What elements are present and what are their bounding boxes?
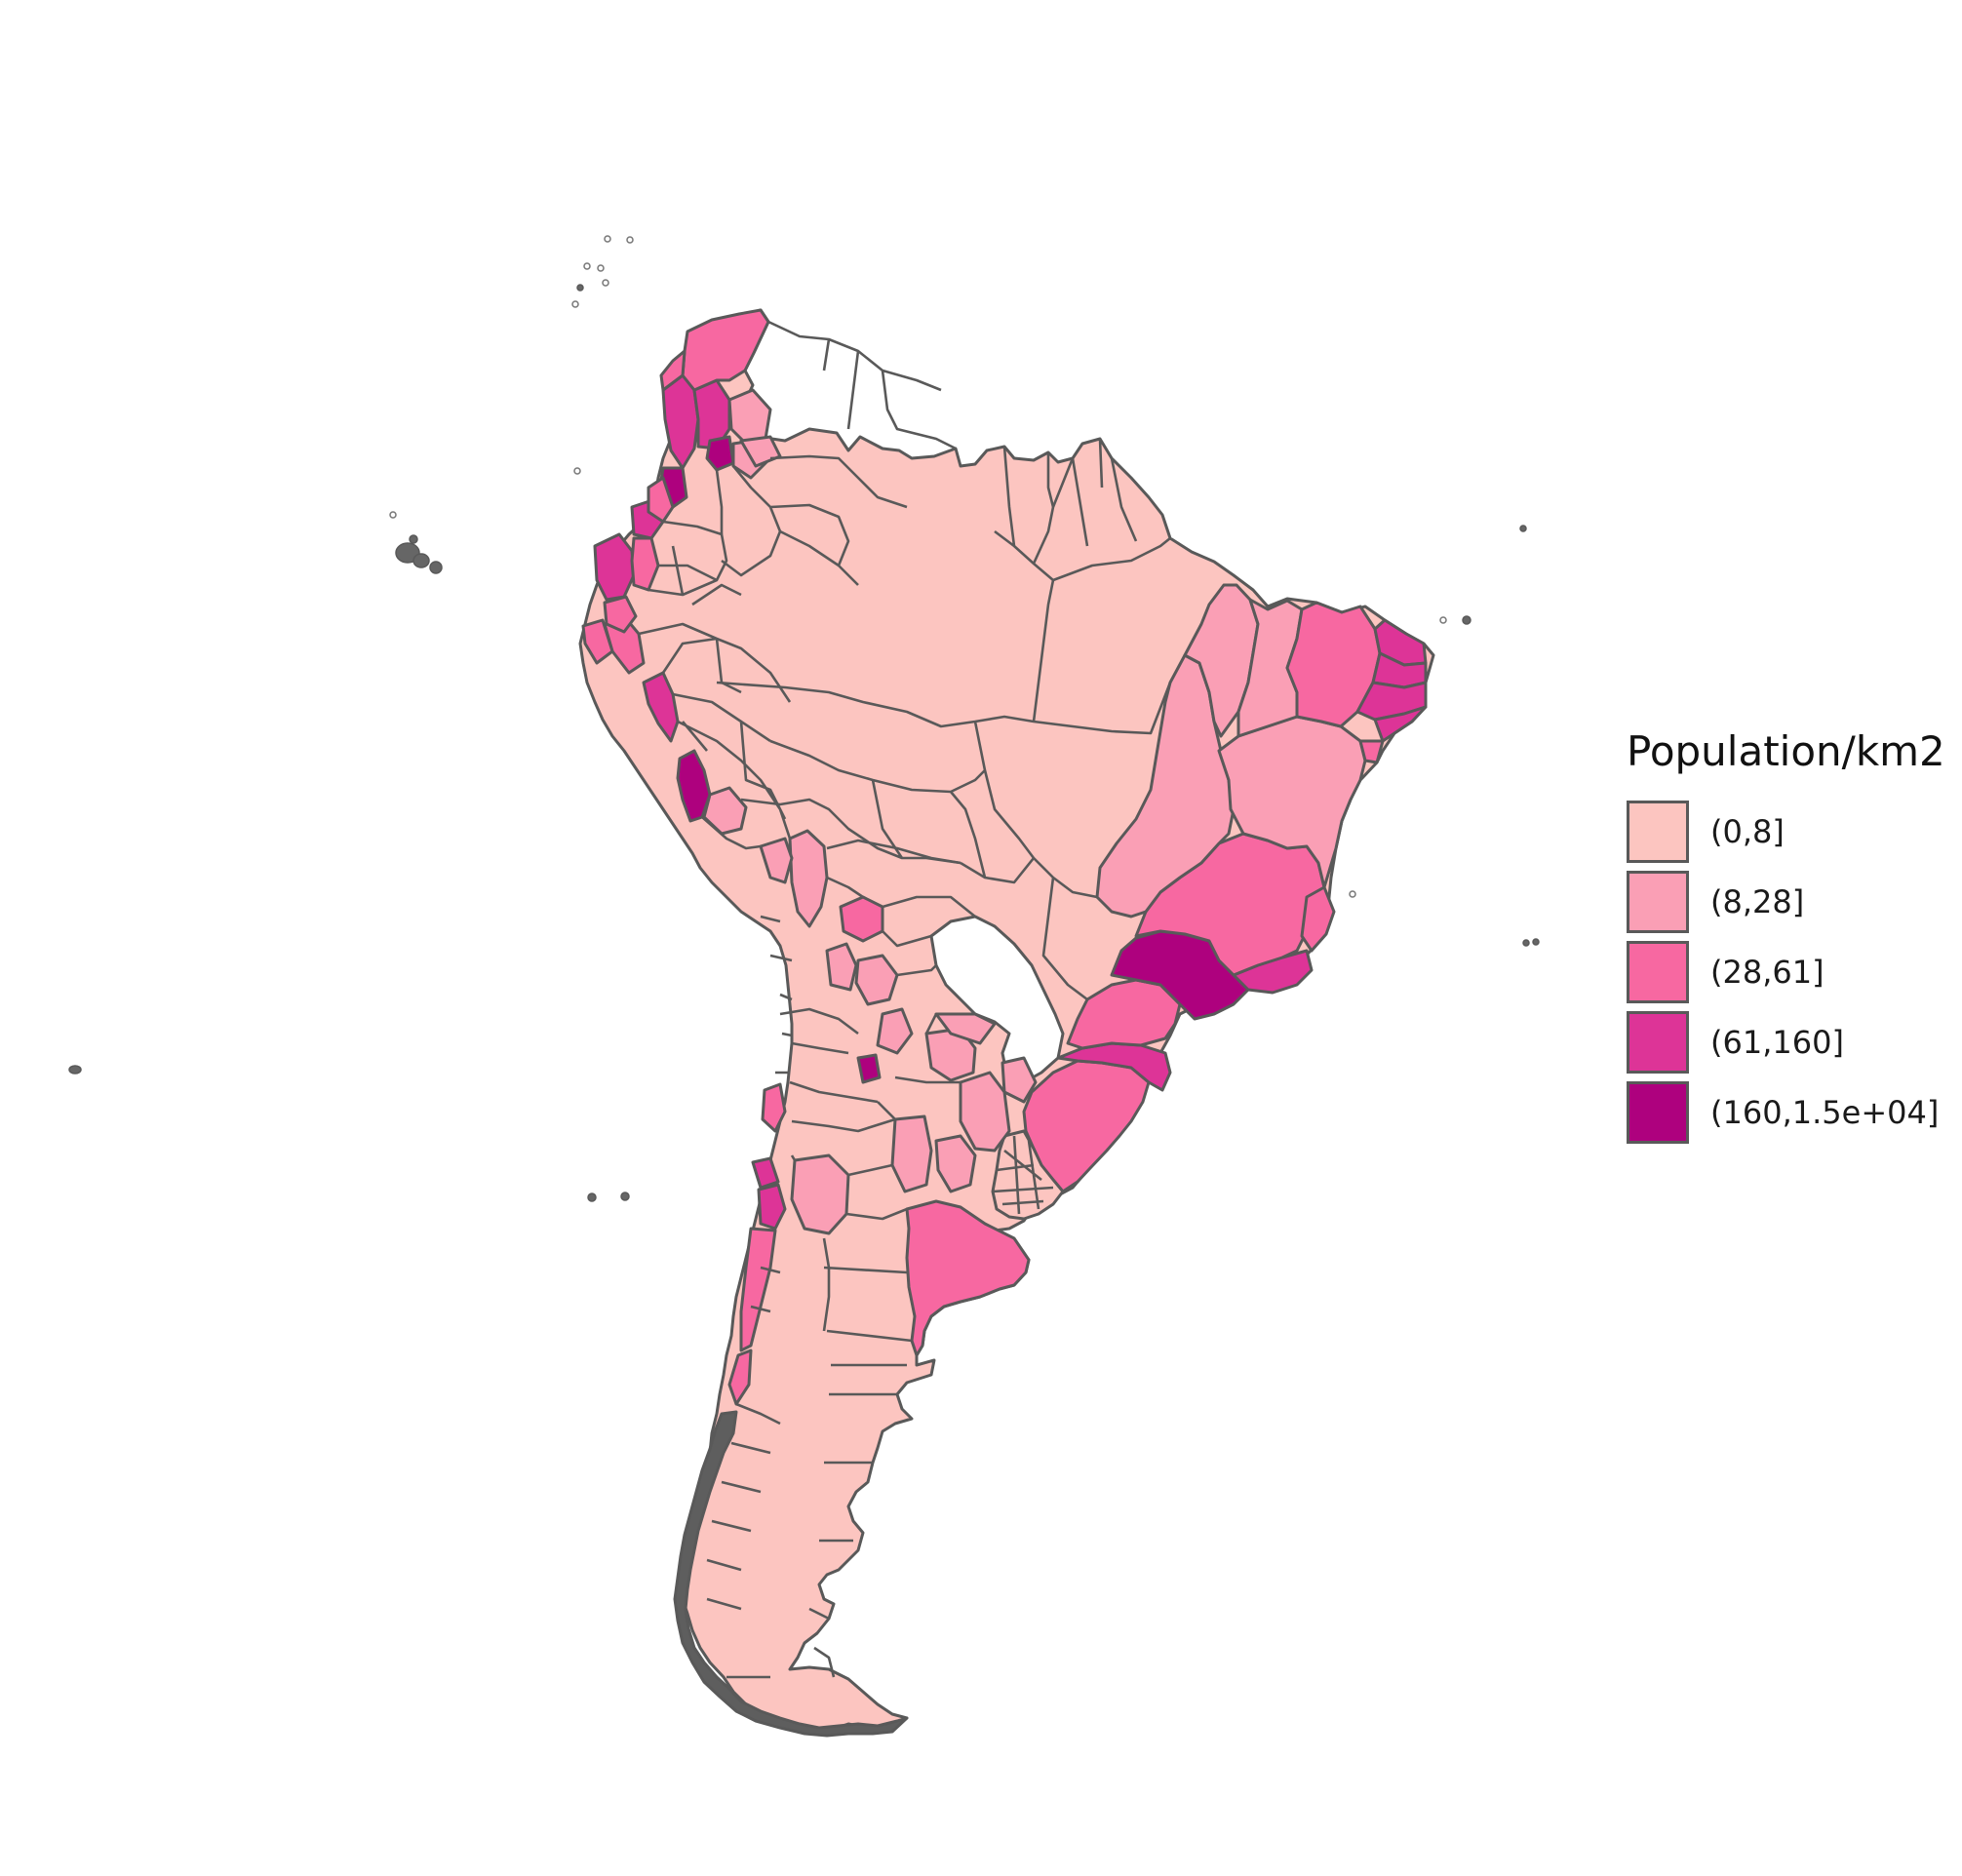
argentina-borders — [779, 1007, 961, 1678]
region-colombia-antioquia — [659, 349, 687, 392]
map-canvas — [68, 235, 1540, 1738]
legend-swatch — [1627, 871, 1689, 933]
region-bolivia-potosi — [825, 942, 858, 992]
region-chile-valparaiso — [751, 1156, 780, 1190]
region-argentina-cordoba — [790, 1153, 850, 1235]
region-argentina-misiones — [1001, 1056, 1038, 1104]
region-espirito-santo — [1300, 885, 1336, 953]
region-chile-biobio — [727, 1348, 753, 1406]
region-colombia-cauca — [647, 476, 675, 524]
region-sergipe — [1358, 739, 1385, 764]
region-bolivia-tarija — [876, 1007, 914, 1055]
legend-item: (61,160] — [1627, 1007, 1958, 1077]
legend-swatch — [1627, 1011, 1689, 1074]
region-peru-coast-north — [642, 671, 680, 743]
region-argentina-formosa — [934, 1012, 997, 1045]
region-argentina-tucuman — [856, 1053, 882, 1084]
region-peru-piura — [581, 618, 614, 665]
region-chile-north-coast — [761, 1082, 787, 1133]
peru-borders — [638, 583, 792, 850]
region-argentina-santa-fe — [890, 1114, 933, 1193]
region-bolivia-cochabamba — [839, 895, 884, 943]
region-argentina-buenos-aires — [905, 1199, 1031, 1357]
region-ecuador-south — [603, 595, 638, 634]
region-colombia-caribbean — [681, 308, 770, 392]
region-ecuador-guayas — [593, 532, 636, 602]
legend-swatch — [1627, 941, 1689, 1003]
galapagos-islands — [389, 511, 443, 574]
uruguay-internal-borders — [992, 1135, 1054, 1215]
chile-borders — [706, 915, 793, 1679]
legend-item: (28,61] — [1627, 937, 1958, 1007]
venezuela-borders — [767, 320, 957, 450]
legend-label: (0,8] — [1710, 813, 1785, 850]
legend: Population/km2 (0,8] (8,28] (28,61] (61,… — [1627, 727, 1958, 1148]
region-peru-arequipa — [759, 837, 794, 884]
region-peru-ica — [702, 786, 748, 836]
legend-item: (8,28] — [1627, 867, 1958, 937]
region-chile-south-central — [739, 1227, 777, 1352]
region-paraguay — [929, 915, 1065, 1084]
legend-label: (28,61] — [1710, 954, 1825, 991]
region-colombia-arauca — [739, 435, 782, 468]
guianas-borders — [1002, 438, 1138, 547]
region-argentina-entre-rios — [934, 1134, 977, 1193]
region-argentina-corrientes — [959, 1071, 1011, 1153]
region-uruguay — [991, 1129, 1065, 1221]
bolivia-borders — [826, 839, 976, 977]
region-bolivia-chuquisaca — [854, 954, 899, 1006]
region-chile-patagonia-coast — [673, 1410, 909, 1738]
colombia-borders — [715, 454, 908, 586]
ecuador-borders — [647, 520, 728, 597]
legend-title: Population/km2 — [1627, 727, 1945, 775]
legend-label: (61,160] — [1710, 1024, 1844, 1061]
legend-label: (8,28] — [1710, 883, 1805, 920]
legend-swatch — [1627, 1081, 1689, 1144]
legend-label: (160,1.5e+04] — [1710, 1094, 1940, 1131]
choropleth-map — [68, 235, 1540, 1738]
region-chile-santiago — [757, 1183, 787, 1231]
region-colombia-bogota — [705, 435, 735, 472]
region-bolivia-la-paz — [788, 829, 829, 928]
legend-item: (160,1.5e+04] — [1627, 1077, 1958, 1148]
legend-item: (0,8] — [1627, 797, 1958, 867]
small-islets — [68, 235, 1540, 1639]
legend-swatch — [1627, 801, 1689, 863]
